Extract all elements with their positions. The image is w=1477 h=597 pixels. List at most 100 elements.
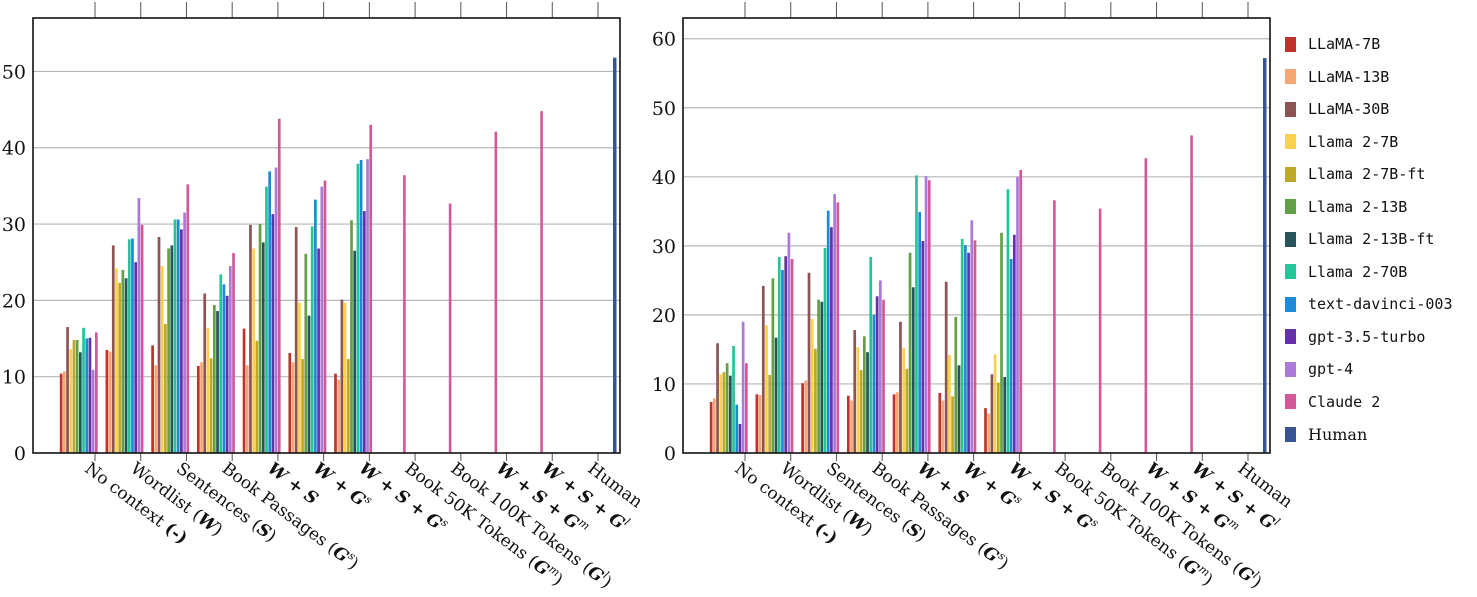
bar [242,328,246,453]
bar [320,186,324,453]
bar [954,316,958,453]
bar [334,373,337,453]
bar [719,374,723,453]
bar [261,242,265,453]
bar [1190,135,1193,453]
bar [209,358,213,453]
bar [340,299,344,453]
bar [882,299,885,453]
bar [856,347,860,453]
bar [941,400,945,453]
bar [255,340,259,453]
bar [948,354,951,453]
bar [973,240,977,453]
bar [268,171,272,454]
bar [212,304,216,453]
bar [804,380,808,453]
bar [866,352,869,453]
bar [72,340,76,453]
bar [134,262,138,453]
bar [745,363,748,453]
bar [826,210,830,453]
bar [872,314,876,453]
bar [1003,377,1007,453]
y-tick-label: 30 [652,236,676,258]
bar [403,175,406,454]
plot-frame [682,17,1271,454]
bar [307,315,311,453]
bar [317,248,320,453]
bar [121,269,125,453]
bar [801,383,804,453]
bar [154,365,158,453]
bar [814,348,817,453]
bar [63,371,66,453]
legend-item: Llama 2-13B [1285,191,1453,224]
legend-swatch-icon [1285,69,1296,85]
y-tick-label: 0 [14,443,26,465]
bar [768,374,772,453]
bar [350,220,353,453]
bar [735,404,739,453]
bar [846,395,850,453]
y-tick-label: 50 [652,98,676,120]
bar [921,241,925,453]
bar [938,392,942,453]
bar [206,327,210,453]
bar [196,366,200,453]
bar [216,311,219,453]
bar [1000,232,1003,453]
bar [249,224,252,453]
bar [277,118,281,453]
legend-label: Llama 2-7B [1308,132,1399,151]
legend-label: Llama 2-13B-ft [1308,230,1435,249]
bar [836,202,840,453]
legend-swatch-icon [1285,166,1296,182]
y-tick-label: 0 [664,443,676,465]
bar [951,396,954,453]
bar [987,413,991,453]
bar [765,325,768,453]
bar [343,302,347,453]
bar [970,220,974,453]
bar [369,124,373,453]
legend-item: Llama 2-70B [1285,256,1453,289]
bar [761,285,765,453]
legend-swatch-icon [1285,231,1296,247]
bar [774,337,778,453]
bar [918,212,922,453]
bar [732,345,735,453]
legend-label: LLaMA-13B [1308,67,1390,86]
bar [314,199,317,453]
bar [118,282,122,453]
bar [353,250,357,453]
bar [323,180,327,454]
legend-label: LLaMA-30B [1308,100,1390,119]
bar [758,395,762,453]
legend-swatch-icon [1285,361,1296,377]
legend-item: LLaMA-30B [1285,93,1453,126]
bar [771,278,775,453]
bar [88,337,92,453]
y-tick-label: 10 [2,367,26,389]
bar [833,194,836,454]
bar [993,354,997,453]
legend-swatch-icon [1285,329,1296,345]
bar [222,284,226,453]
bar [173,219,177,453]
bar [716,343,719,453]
bar [258,224,262,453]
bar [1009,258,1013,453]
bar [203,293,207,453]
bar [859,370,863,453]
bar [359,159,363,453]
bar [850,400,853,453]
legend-item: Human [1285,418,1453,451]
bar [75,340,79,453]
legend-label: LLaMA-7B [1308,35,1381,54]
legend-swatch-icon [1285,101,1296,117]
bar [895,392,899,453]
bar [140,224,144,453]
